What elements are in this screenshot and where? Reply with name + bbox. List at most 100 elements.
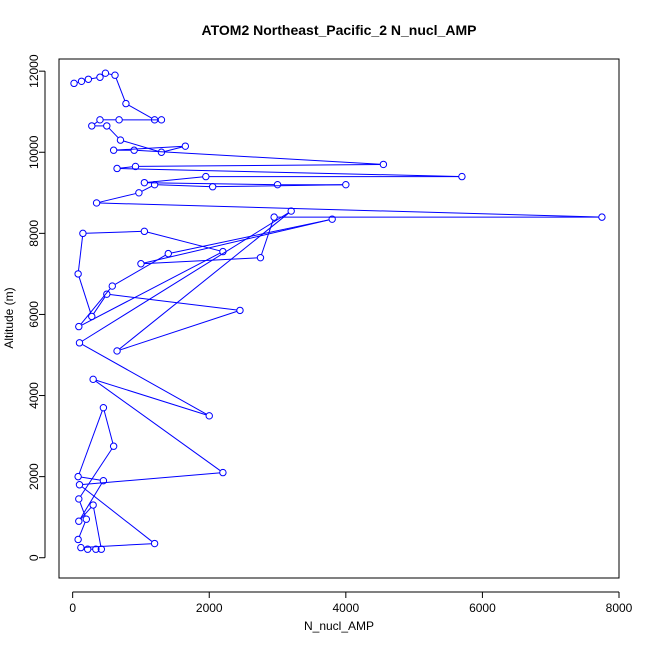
data-point xyxy=(256,253,265,262)
data-point xyxy=(97,545,106,553)
data-point xyxy=(131,162,140,171)
data-point xyxy=(96,73,104,81)
chart-title: ATOM2 Northeast_Pacific_2 N_nucl_AMP xyxy=(202,22,477,38)
series-segment xyxy=(116,145,183,151)
series-segment xyxy=(81,252,221,326)
data-point xyxy=(270,213,278,221)
data-point xyxy=(84,75,93,83)
data-point xyxy=(75,495,83,503)
series-segment xyxy=(78,410,103,474)
series-segment xyxy=(115,78,126,101)
data-point xyxy=(287,207,295,215)
series-segment xyxy=(120,168,459,178)
data-point xyxy=(79,229,87,238)
x-axis-label: N_nucl_AMP xyxy=(304,619,374,633)
series-segment xyxy=(123,140,159,152)
data-point xyxy=(103,122,111,130)
data-point xyxy=(150,539,159,548)
data-point xyxy=(103,290,111,298)
data-point xyxy=(111,71,119,79)
data-point xyxy=(74,535,82,544)
data-point xyxy=(342,180,350,189)
series-segment xyxy=(84,543,152,548)
data-point xyxy=(236,306,244,315)
data-point xyxy=(77,77,86,86)
series-segment xyxy=(79,501,86,517)
series-segment xyxy=(119,212,290,350)
series-segment xyxy=(91,77,97,80)
data-point xyxy=(70,79,78,88)
series-segment xyxy=(80,507,92,520)
data-point xyxy=(181,142,190,150)
series-segment xyxy=(82,343,207,415)
data-point xyxy=(135,189,143,197)
series-segment xyxy=(109,294,237,311)
data-point xyxy=(75,322,83,331)
series-segment xyxy=(143,219,330,264)
y-tick-label: 10000 xyxy=(27,135,41,169)
series-segment xyxy=(82,472,220,485)
data-point xyxy=(157,148,166,156)
y-tick-label: 12000 xyxy=(27,54,41,88)
data-point xyxy=(458,172,466,181)
plot-frame xyxy=(58,58,620,579)
data-point xyxy=(219,247,227,256)
series-segment xyxy=(120,166,133,169)
data-point xyxy=(137,260,145,268)
series-segment xyxy=(93,508,102,547)
data-point xyxy=(74,472,82,481)
data-point xyxy=(208,183,217,191)
y-tick-label: 2000 xyxy=(27,463,41,490)
series-segment xyxy=(141,185,152,192)
data-point xyxy=(273,180,282,189)
x-tick-label: 2000 xyxy=(196,601,223,615)
data-point xyxy=(379,160,388,169)
series-segment xyxy=(108,127,119,139)
series-segment xyxy=(81,212,289,342)
series-segment xyxy=(108,73,112,76)
data-point xyxy=(74,270,82,278)
data-point xyxy=(598,213,606,221)
data-point xyxy=(116,136,125,144)
series-segment xyxy=(144,257,258,265)
series-segment xyxy=(93,296,106,315)
data-point xyxy=(113,347,121,355)
series-segment xyxy=(86,230,142,234)
series-segment xyxy=(99,193,136,203)
data-point xyxy=(115,116,123,124)
series-segment xyxy=(137,149,381,165)
y-tick-label: 0 xyxy=(27,554,41,561)
series-segment xyxy=(80,448,113,497)
data-point xyxy=(122,99,130,108)
data-point xyxy=(77,543,85,552)
series-segment xyxy=(78,276,92,314)
data-point xyxy=(88,122,96,130)
x-tick-label: 8000 xyxy=(606,601,633,615)
data-point xyxy=(113,164,121,173)
series-segment xyxy=(119,310,238,351)
series-segment xyxy=(164,146,183,152)
series-segment xyxy=(215,184,343,188)
y-axis: 0 2000 4000 6000 8000 10000 12000 xyxy=(27,54,46,561)
data-point xyxy=(82,515,91,523)
series-segment xyxy=(147,231,220,252)
series-segment xyxy=(128,104,153,119)
series-segment xyxy=(95,380,221,472)
data-point xyxy=(205,412,213,420)
data-point xyxy=(202,172,210,181)
data-point xyxy=(75,339,84,347)
data-point xyxy=(219,468,227,477)
x-tick-label: 0 xyxy=(69,601,76,615)
series-group xyxy=(70,69,606,553)
series-segment xyxy=(99,202,599,218)
x-axis: 0 2000 4000 6000 8000 xyxy=(69,591,633,615)
y-tick-label: 8000 xyxy=(27,220,41,247)
data-point xyxy=(75,481,84,489)
x-tick-label: 4000 xyxy=(332,601,359,615)
series-segment xyxy=(81,476,101,481)
data-point xyxy=(89,501,97,509)
data-point xyxy=(83,545,92,553)
data-point xyxy=(109,146,118,154)
data-point xyxy=(157,116,166,124)
